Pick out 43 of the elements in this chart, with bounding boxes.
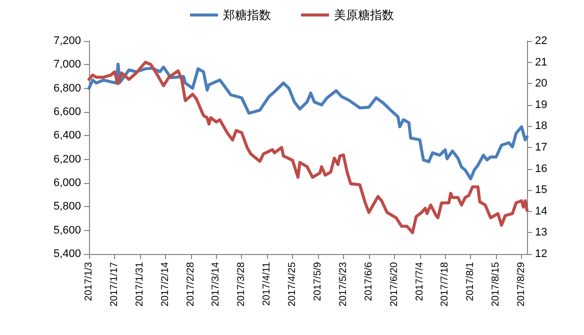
y-tick-label: 5,800: [53, 200, 81, 213]
y2-tick-label: 16: [535, 162, 548, 175]
x-tick-label: 2017/4/11: [262, 262, 273, 306]
x-tick-label: 2017/2/28: [185, 262, 196, 306]
x-tick-label: 2017/8/1: [465, 262, 476, 301]
y2-tick-label: 21: [535, 56, 548, 68]
legend-label: 郑糖指数: [223, 8, 271, 22]
y2-tick-label: 12: [535, 248, 548, 260]
x-tick-label: 2017/1/31: [134, 262, 146, 306]
x-tick-label: 2017/1/17: [108, 262, 120, 306]
line-series: [88, 62, 528, 180]
legend-label: 美原糖指数: [334, 8, 394, 22]
y-tick-label: 6,800: [53, 82, 81, 94]
x-tick-label: 2017/1/3: [84, 262, 94, 301]
y2-tick-label: 18: [535, 120, 548, 132]
y2-tick-label: 20: [535, 78, 548, 90]
y-tick-label: 5,600: [53, 224, 81, 236]
x-tick-label: 2017/7/18: [440, 262, 451, 306]
y2-tick-label: 14: [535, 205, 548, 218]
x-tick-label: 2017/6/20: [388, 262, 400, 306]
x-tick-label: 2017/2/14: [160, 262, 171, 306]
y-tick-label: 6,600: [53, 106, 81, 118]
y2-tick-label: 13: [535, 226, 548, 239]
y-tick-label: 7,200: [53, 35, 81, 47]
y2-tick-label: 15: [535, 184, 548, 196]
x-tick-label: 2017/3/14: [210, 262, 222, 306]
x-tick-label: 2017/5/23: [338, 262, 349, 306]
y-tick-label: 7,000: [53, 58, 81, 71]
y-tick-label: 5,400: [53, 248, 81, 260]
x-tick-label: 2017/6/6: [363, 262, 374, 301]
y2-tick-label: 22: [535, 35, 548, 47]
x-tick-label: 2017/7/4: [414, 262, 426, 301]
x-tick-label: 2017/8/29: [516, 262, 528, 306]
y2-tick-label: 19: [535, 98, 548, 111]
line-series: [88, 60, 528, 234]
x-tick-label: 2017/5/9: [312, 262, 324, 301]
x-tick-label: 2017/8/15: [490, 262, 502, 306]
y2-tick-label: 17: [535, 142, 548, 154]
x-tick-label: 2017/3/28: [236, 262, 248, 306]
y-tick-label: 6,200: [53, 153, 81, 166]
x-tick-label: 2017/4/25: [287, 262, 298, 306]
y-tick-label: 6,400: [53, 130, 81, 142]
y-tick-label: 6,000: [53, 177, 81, 189]
